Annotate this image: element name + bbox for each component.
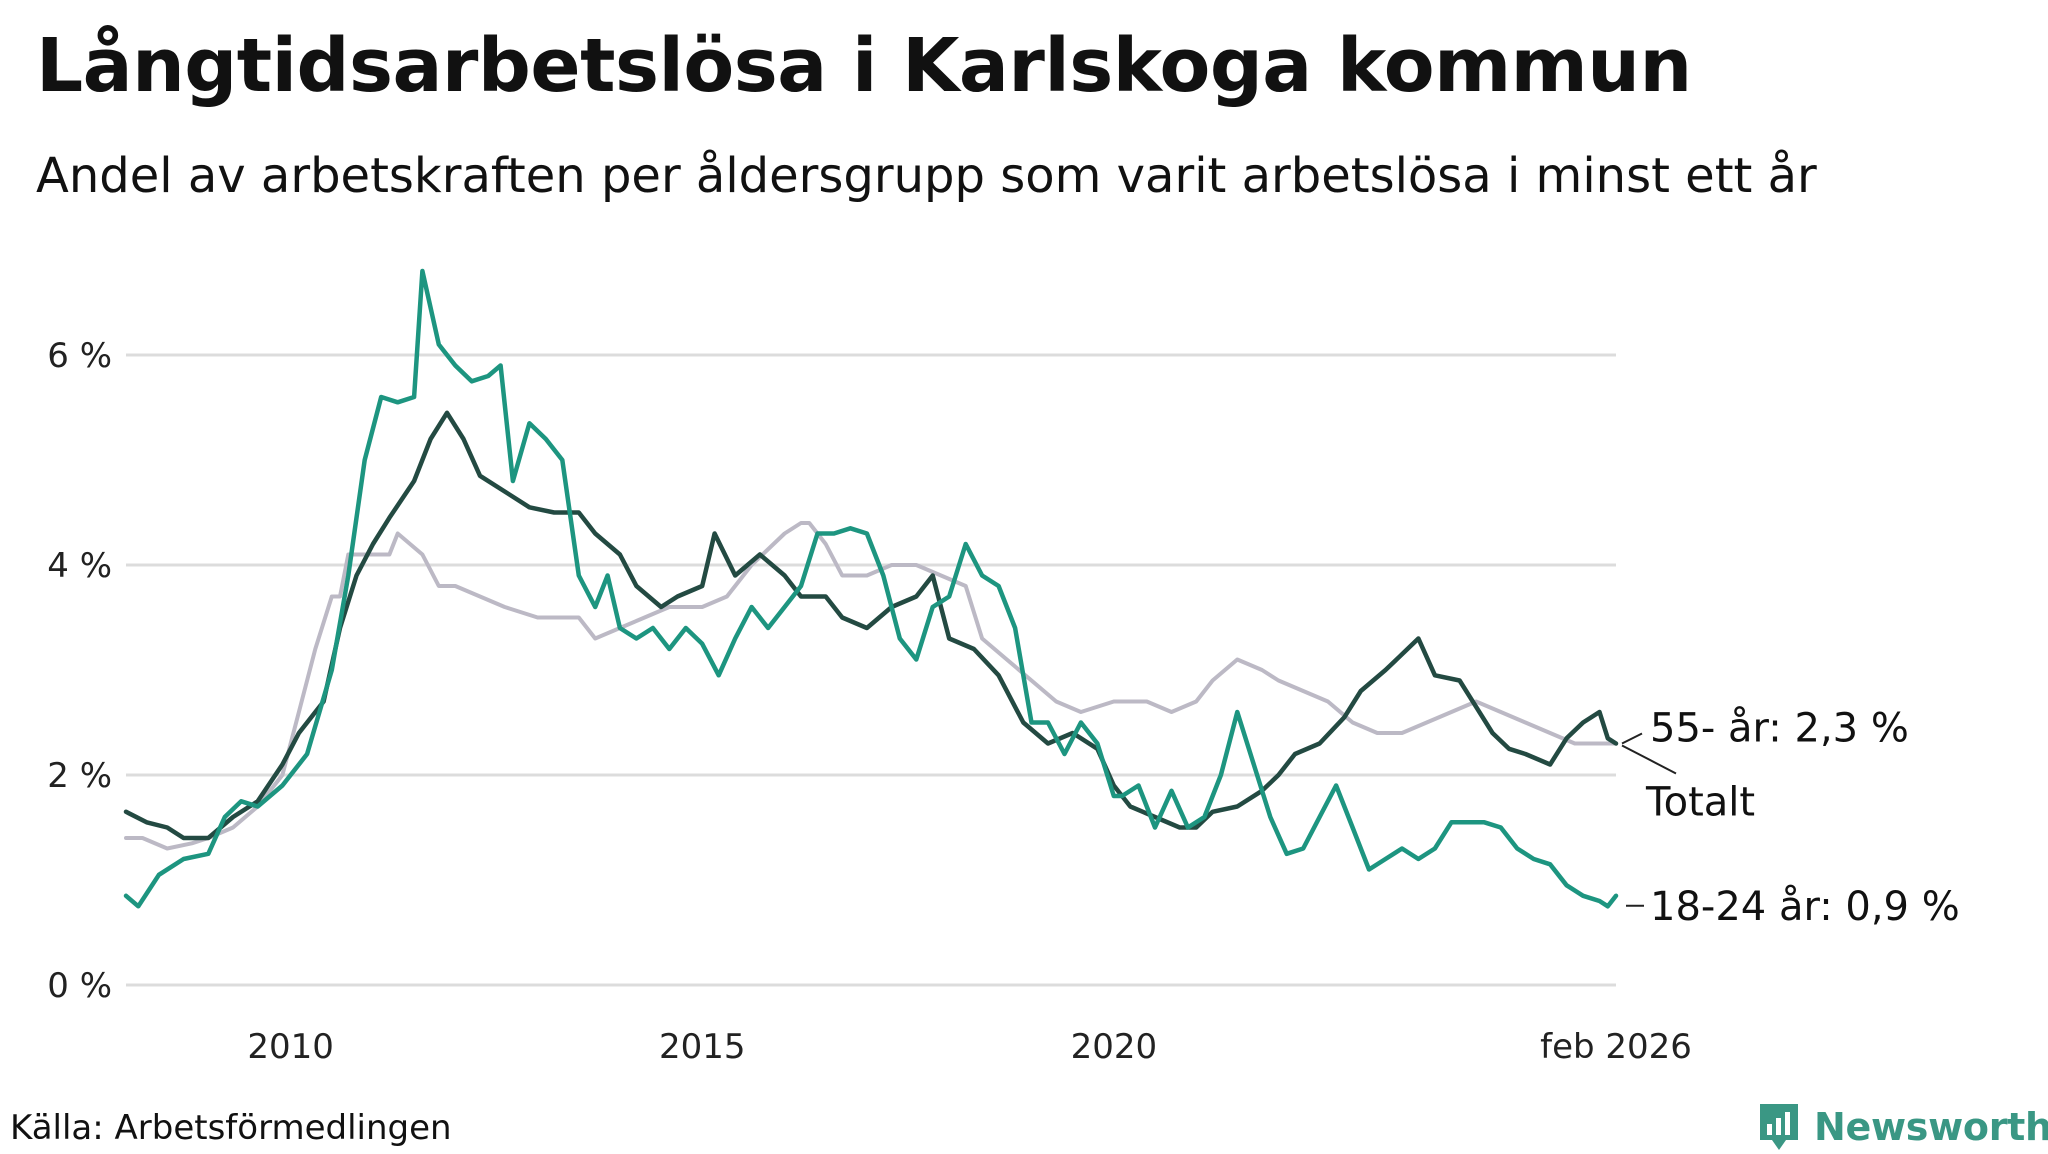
end-labels: 55- år: 2,3 % Totalt 18-24 år: 0,9 % (1621, 706, 1960, 930)
chart-subtitle: Andel av arbetskraften per åldersgrupp s… (36, 148, 1817, 204)
x-tick-label: feb 2026 (1540, 1027, 1692, 1067)
series-line-totalt (124, 521, 1618, 851)
label-leader-line (1621, 732, 1643, 745)
newsworthy-logo[interactable]: Newsworthy (1756, 1100, 2048, 1154)
source-note: Källa: Arbetsförmedlingen (10, 1108, 452, 1148)
gridlines (126, 353, 1616, 987)
y-tick-label: 4 % (47, 546, 112, 586)
x-tick-label: 2020 (1071, 1027, 1158, 1067)
series-line-18-24-r (123, 268, 1619, 909)
x-axis-ticks: 2010 2015 2020 feb 2026 (247, 1027, 1692, 1067)
y-tick-label: 2 % (47, 756, 112, 796)
logo-text: Newsworthy (1814, 1105, 2048, 1149)
x-tick-label: 2015 (659, 1027, 746, 1067)
label-55-ar: 55- år: 2,3 % (1650, 706, 1909, 752)
y-axis-ticks: 0 % 2 % 4 % 6 % (47, 336, 112, 1006)
series-lines (123, 268, 1619, 909)
line-chart: 0 % 2 % 4 % 6 % 2010 2015 2020 feb 2026 55- år… (47, 268, 1960, 1067)
x-tick-label: 2010 (247, 1027, 334, 1067)
label-leader-line (1621, 744, 1677, 775)
chart-title: Långtidsarbetslösa i Karlskoga kommun (36, 23, 1692, 109)
y-tick-label: 0 % (47, 966, 112, 1006)
y-tick-label: 6 % (47, 336, 112, 376)
bar-chart-icon (1760, 1104, 1798, 1150)
label-totalt: Totalt (1645, 780, 1755, 826)
label-18-24-ar: 18-24 år: 0,9 % (1650, 884, 1960, 930)
